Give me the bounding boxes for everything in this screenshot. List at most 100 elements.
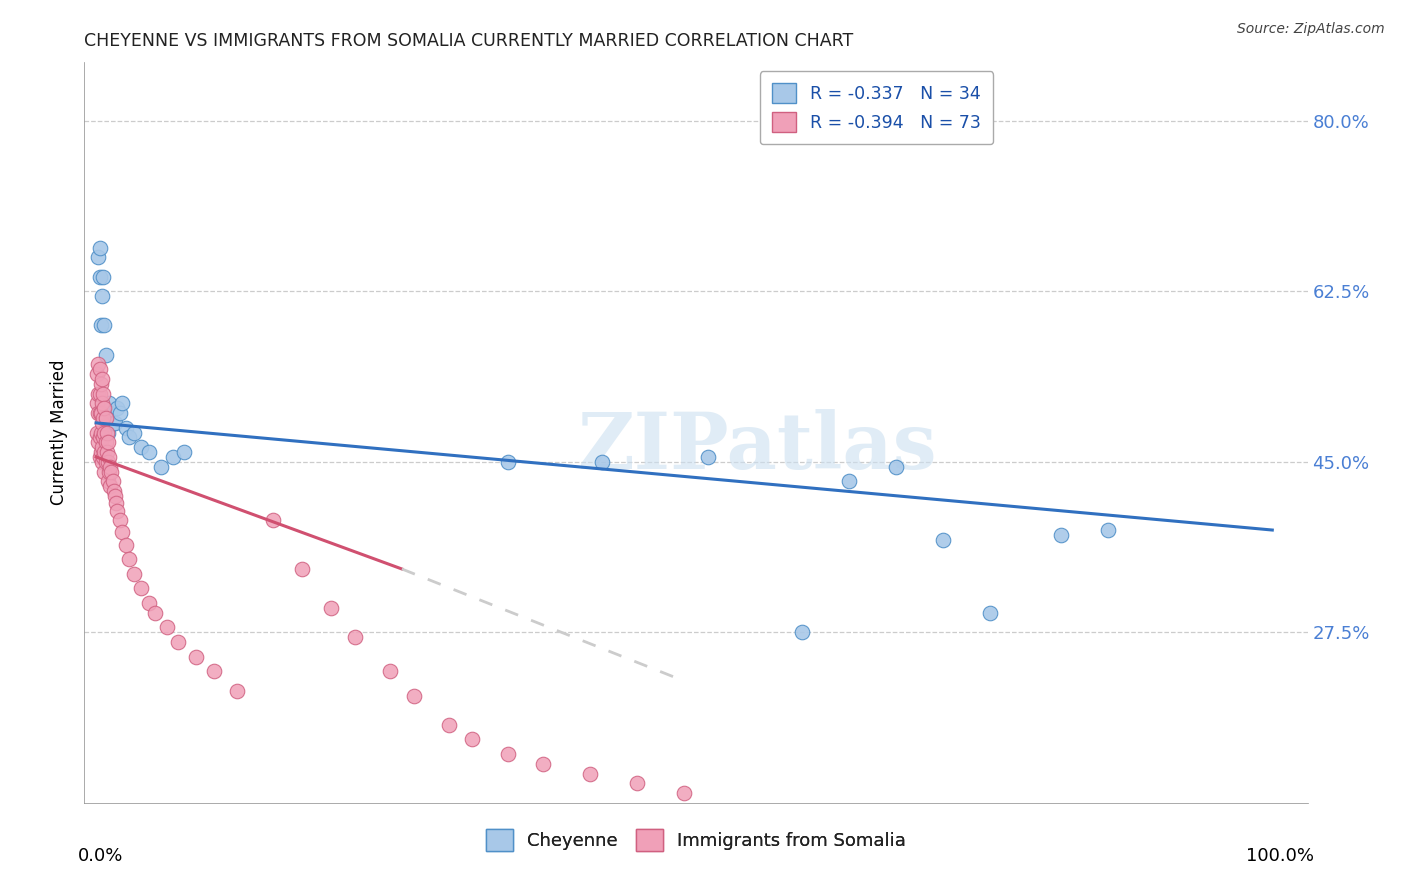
Point <box>343 630 366 644</box>
Point <box>138 445 160 459</box>
Point <box>167 635 190 649</box>
Point <box>143 606 166 620</box>
Point <box>96 445 118 459</box>
Point <box>89 450 111 464</box>
Point <box>91 396 114 410</box>
Point <box>91 386 114 401</box>
Point <box>380 665 402 679</box>
Point <box>93 401 115 416</box>
Point <box>129 440 152 454</box>
Point <box>437 718 460 732</box>
Point <box>97 425 120 440</box>
Point <box>97 435 120 450</box>
Point <box>103 484 125 499</box>
Point <box>91 269 114 284</box>
Text: CHEYENNE VS IMMIGRANTS FROM SOMALIA CURRENTLY MARRIED CORRELATION CHART: CHEYENNE VS IMMIGRANTS FROM SOMALIA CURR… <box>84 32 853 50</box>
Point <box>118 430 141 444</box>
Point <box>90 445 112 459</box>
Point <box>87 386 110 401</box>
Point <box>97 455 120 469</box>
Point <box>94 455 117 469</box>
Point <box>94 411 117 425</box>
Point <box>93 425 115 440</box>
Point <box>86 396 108 410</box>
Point <box>89 240 111 254</box>
Point <box>496 747 519 761</box>
Point <box>173 445 195 459</box>
Point <box>94 435 117 450</box>
Point <box>91 440 114 454</box>
Point <box>94 348 117 362</box>
Point <box>184 649 207 664</box>
Point <box>91 411 114 425</box>
Point <box>91 450 114 464</box>
Point <box>202 665 225 679</box>
Point <box>402 689 425 703</box>
Point <box>696 450 718 464</box>
Point <box>87 435 110 450</box>
Point <box>98 479 121 493</box>
Text: Source: ZipAtlas.com: Source: ZipAtlas.com <box>1237 22 1385 37</box>
Point <box>91 289 114 303</box>
Point <box>98 396 121 410</box>
Point <box>87 406 110 420</box>
Legend: Cheyenne, Immigrants from Somalia: Cheyenne, Immigrants from Somalia <box>477 821 915 861</box>
Point <box>111 524 134 539</box>
Point <box>1097 523 1119 537</box>
Point <box>108 513 131 527</box>
Text: 0.0%: 0.0% <box>79 847 124 865</box>
Point <box>932 533 955 547</box>
Point <box>97 475 120 489</box>
Point <box>93 465 115 479</box>
Point <box>162 450 184 464</box>
Point <box>90 406 112 420</box>
Point <box>89 269 111 284</box>
Point <box>321 601 343 615</box>
Point <box>673 786 696 800</box>
Point <box>86 425 108 440</box>
Point <box>89 386 111 401</box>
Point <box>122 425 145 440</box>
Point <box>496 455 519 469</box>
Point <box>90 425 112 440</box>
Point <box>100 465 122 479</box>
Point <box>114 421 136 435</box>
Point <box>1049 528 1071 542</box>
Point <box>105 503 128 517</box>
Point <box>98 450 121 464</box>
Point <box>262 513 284 527</box>
Y-axis label: Currently Married: Currently Married <box>51 359 69 506</box>
Point <box>93 318 115 333</box>
Point <box>91 372 114 386</box>
Point <box>579 766 602 780</box>
Point <box>105 401 128 416</box>
Point <box>626 776 648 790</box>
Text: 100.0%: 100.0% <box>1246 847 1313 865</box>
Point <box>91 455 114 469</box>
Point <box>90 376 112 391</box>
Point <box>89 362 111 376</box>
Point <box>979 606 1001 620</box>
Point <box>122 566 145 581</box>
Point <box>98 465 121 479</box>
Point <box>838 475 860 489</box>
Point <box>226 683 249 698</box>
Point <box>86 367 108 381</box>
Point <box>156 620 179 634</box>
Point <box>149 459 172 474</box>
Point <box>591 455 613 469</box>
Point <box>104 416 127 430</box>
Point <box>118 552 141 566</box>
Point <box>96 425 118 440</box>
Point <box>138 596 160 610</box>
Point <box>108 406 131 420</box>
Point <box>98 459 121 474</box>
Point <box>89 430 111 444</box>
Point <box>89 406 111 420</box>
Point <box>90 318 112 333</box>
Point <box>93 445 115 459</box>
Point <box>87 358 110 372</box>
Point <box>87 250 110 264</box>
Point <box>461 732 484 747</box>
Point <box>91 416 114 430</box>
